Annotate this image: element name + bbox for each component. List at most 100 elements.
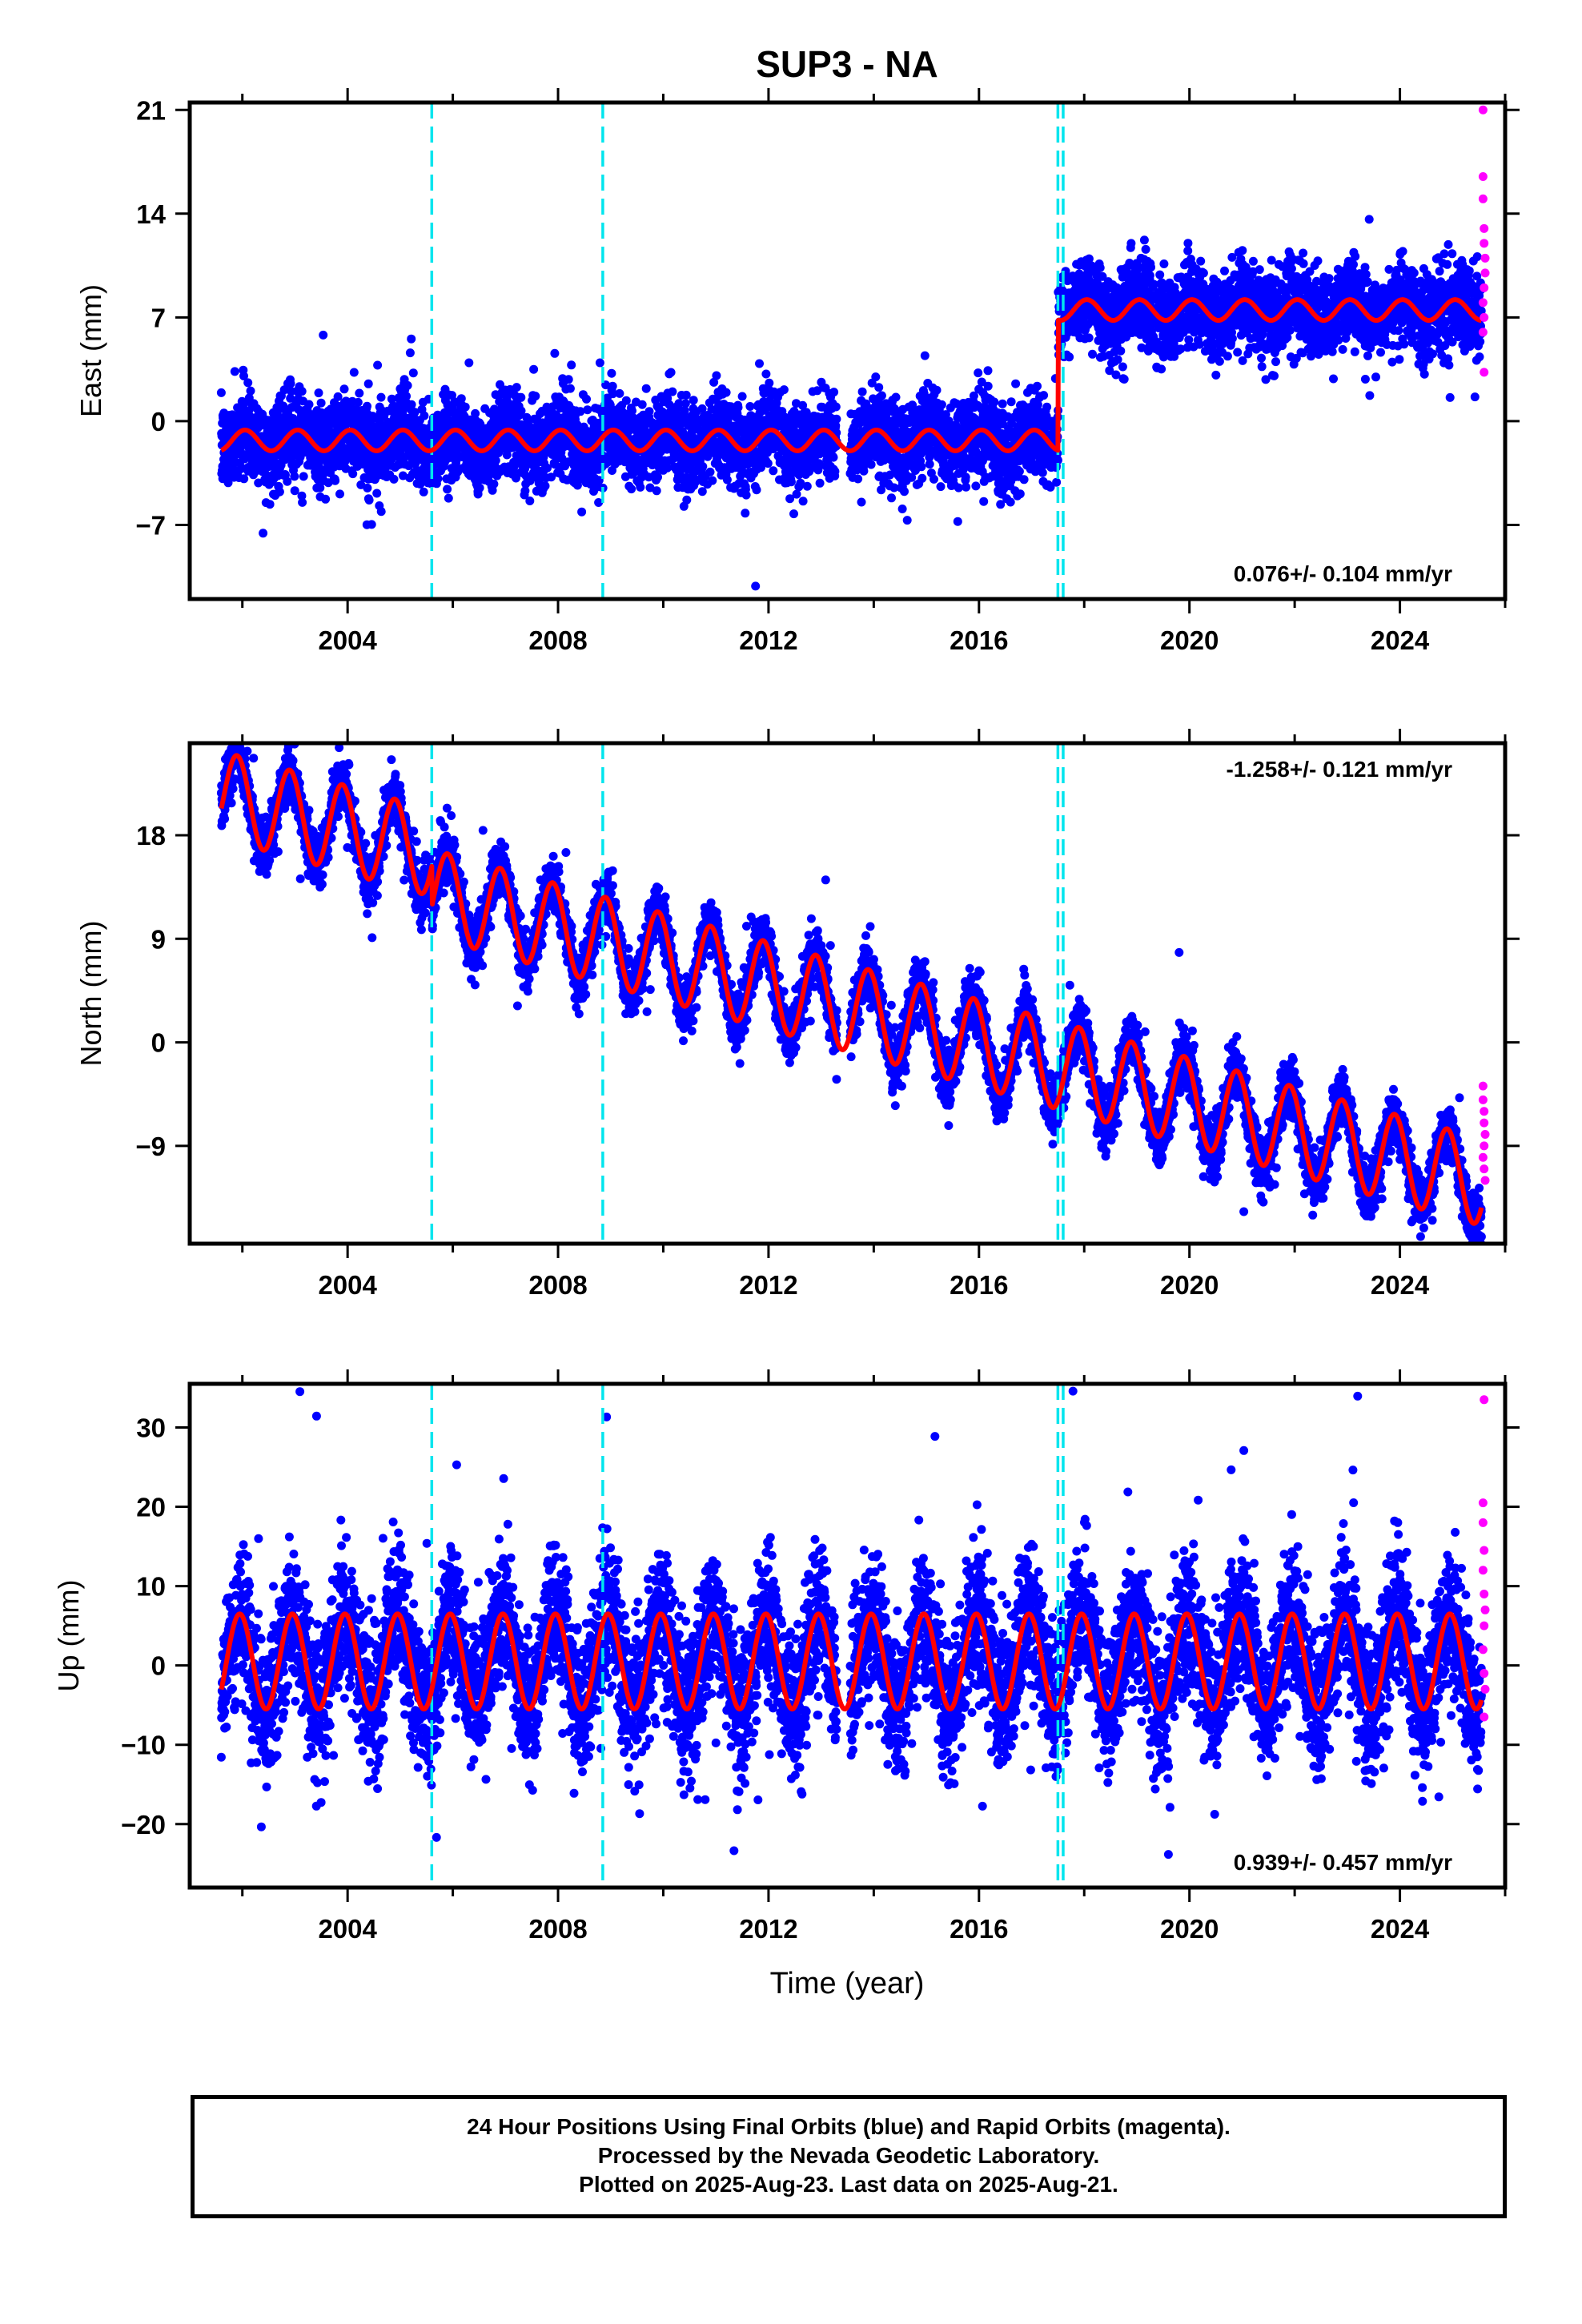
point — [1014, 467, 1024, 476]
point — [286, 393, 295, 403]
point — [565, 384, 575, 393]
point — [741, 509, 750, 518]
point — [737, 392, 747, 401]
point — [298, 497, 307, 507]
point — [779, 385, 789, 395]
point — [990, 397, 999, 407]
point — [887, 493, 896, 503]
point — [348, 469, 358, 479]
point — [475, 483, 484, 493]
point — [395, 395, 404, 404]
point — [567, 360, 576, 370]
point — [607, 368, 616, 378]
point — [829, 388, 839, 397]
point — [464, 358, 474, 368]
point — [681, 399, 690, 408]
point — [376, 392, 386, 402]
point — [243, 378, 253, 388]
point — [335, 489, 344, 499]
point — [761, 369, 771, 379]
point — [900, 487, 909, 497]
point — [355, 388, 364, 398]
point — [367, 520, 376, 529]
point — [891, 392, 901, 402]
point — [403, 380, 412, 390]
point — [751, 581, 761, 591]
point — [315, 483, 325, 493]
point — [512, 383, 521, 392]
point — [920, 351, 930, 360]
point — [961, 472, 970, 482]
point — [254, 478, 263, 488]
point — [246, 386, 255, 396]
point — [1006, 497, 1015, 507]
point — [419, 487, 428, 497]
point — [925, 460, 934, 469]
point — [420, 411, 429, 420]
point — [937, 400, 946, 409]
east-final-points — [216, 215, 1486, 591]
point — [983, 366, 993, 376]
point — [316, 398, 326, 408]
point — [917, 462, 926, 472]
point — [595, 358, 604, 368]
point — [540, 481, 550, 491]
point — [621, 396, 631, 405]
point — [433, 474, 443, 484]
point — [550, 348, 560, 358]
point — [489, 479, 499, 489]
point — [410, 408, 420, 417]
point — [1095, 263, 1105, 272]
point — [789, 509, 798, 519]
point — [529, 364, 539, 374]
point — [853, 474, 863, 484]
point — [363, 401, 371, 411]
point — [363, 379, 373, 388]
point — [857, 387, 867, 396]
point — [304, 400, 314, 409]
point — [953, 517, 962, 526]
point — [769, 466, 778, 476]
point — [331, 476, 340, 485]
point — [615, 388, 624, 398]
point — [708, 476, 717, 485]
point — [627, 485, 636, 494]
point — [364, 496, 374, 505]
point — [286, 379, 295, 388]
point — [407, 400, 416, 409]
point — [979, 497, 989, 506]
point — [859, 466, 869, 476]
point — [1084, 333, 1094, 343]
point — [259, 529, 268, 538]
point — [831, 402, 841, 412]
point — [577, 507, 587, 517]
point — [321, 494, 331, 504]
point — [314, 388, 323, 398]
point — [1052, 477, 1062, 487]
point — [636, 482, 645, 492]
point — [697, 487, 707, 497]
point — [1042, 402, 1052, 412]
point — [339, 384, 349, 394]
point — [297, 491, 307, 501]
point — [299, 472, 308, 481]
point — [765, 378, 774, 388]
point — [1065, 352, 1074, 362]
point — [491, 456, 500, 465]
point — [936, 482, 946, 492]
point — [216, 388, 226, 397]
point — [608, 381, 617, 391]
point — [741, 490, 751, 500]
point — [297, 387, 307, 396]
point — [353, 397, 363, 407]
point — [755, 359, 764, 368]
point — [290, 472, 299, 481]
point — [283, 476, 292, 486]
point — [275, 487, 284, 497]
point — [682, 495, 692, 505]
point — [583, 405, 592, 415]
chart-title: SUP3 - NA — [756, 43, 938, 85]
point — [712, 371, 721, 380]
